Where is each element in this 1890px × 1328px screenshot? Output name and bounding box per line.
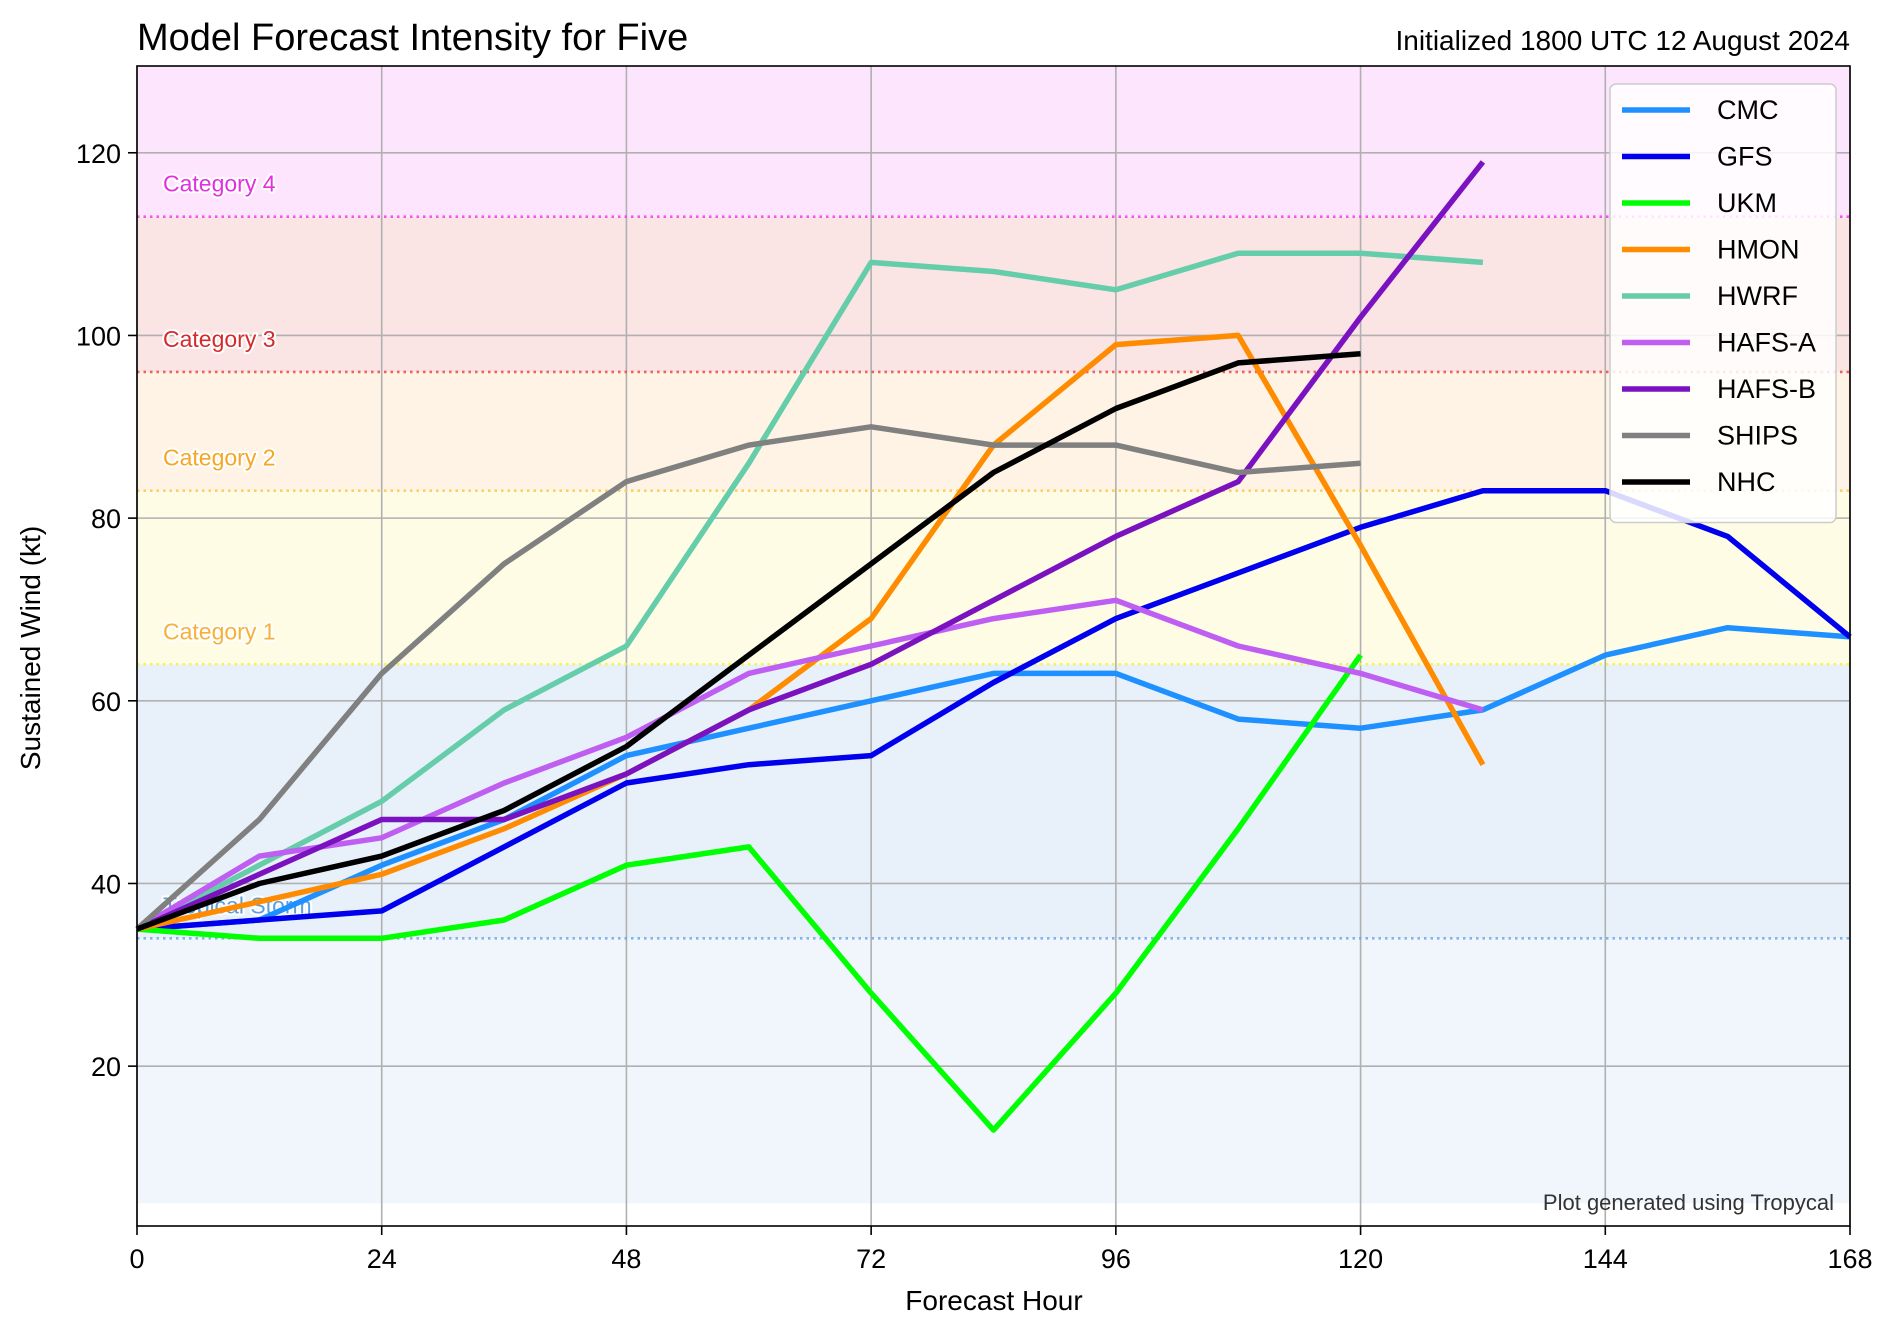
- x-axis-ticks: 0 24 48 72 96 120 144 168: [129, 1226, 1873, 1274]
- series-line-hafs-b: [135, 160, 1486, 932]
- legend-label-hafs-b: HAFS-B: [1717, 374, 1816, 404]
- series-line-nhc: [136, 350, 1361, 932]
- legend-box: [1609, 83, 1837, 524]
- band-category-3: [137, 216, 1850, 372]
- category-label-category-3: Category 3: [163, 326, 276, 352]
- series-line-ukm: [136, 653, 1363, 1133]
- y-tick-label: 20: [91, 1052, 121, 1082]
- credit-text: Plot generated using Tropycal: [1543, 1190, 1834, 1215]
- legend: CMC GFS UKM HMON HWRF HAFS-A HAFS-B SHIPS NHC: [1609, 83, 1837, 524]
- legend-label-ukm: UKM: [1717, 188, 1777, 218]
- x-tick-label: 120: [1338, 1244, 1383, 1274]
- legend-label-ships: SHIPS: [1717, 421, 1798, 451]
- x-tick-label: 168: [1827, 1244, 1872, 1274]
- plot-frame: [136, 65, 1851, 1227]
- category-label-category-1: Category 1: [163, 618, 276, 644]
- series-line-ships: [135, 424, 1361, 932]
- x-axis-label: Forecast Hour: [905, 1285, 1082, 1316]
- series-line-hwrf: [135, 250, 1484, 932]
- y-axis-label: Sustained Wind (kt): [15, 526, 46, 770]
- category-label-category-4: Category 4: [163, 171, 276, 197]
- band-category-4: [137, 66, 1850, 217]
- category-bands: [137, 66, 1850, 1204]
- chart-title: Model Forecast Intensity for Five: [137, 17, 688, 59]
- x-tick-label: 24: [367, 1244, 397, 1274]
- series-lines: [135, 160, 1852, 1133]
- series-line-hmon: [136, 332, 1486, 932]
- x-tick-label: 96: [1101, 1244, 1131, 1274]
- legend-label-nhc: NHC: [1717, 467, 1776, 497]
- band-below-tropical-storm: [137, 938, 1850, 1204]
- series-line-hafs-a: [135, 597, 1484, 932]
- series-line-cmc: [136, 624, 1851, 932]
- x-tick-label: 144: [1583, 1244, 1628, 1274]
- x-tick-label: 0: [129, 1244, 144, 1274]
- y-axis-ticks: 20 40 60 80 100 120: [76, 139, 137, 1082]
- x-tick-label: 48: [611, 1244, 641, 1274]
- y-tick-label: 60: [91, 687, 121, 717]
- band-tropical-storm: [137, 664, 1850, 939]
- band-category-1: [137, 490, 1850, 665]
- x-tick-label: 72: [856, 1244, 886, 1274]
- y-tick-label: 80: [91, 504, 121, 534]
- legend-label-gfs: GFS: [1717, 142, 1773, 172]
- legend-label-cmc: CMC: [1717, 95, 1779, 125]
- y-tick-label: 100: [76, 321, 121, 351]
- legend-label-hwrf: HWRF: [1717, 281, 1798, 311]
- series-line-gfs: [136, 487, 1852, 932]
- chart-subtitle: Initialized 1800 UTC 12 August 2024: [1395, 25, 1850, 56]
- y-tick-label: 40: [91, 869, 121, 899]
- legend-label-hmon: HMON: [1717, 235, 1800, 265]
- y-tick-label: 120: [76, 139, 121, 169]
- legend-label-hafs-a: HAFS-A: [1717, 328, 1816, 358]
- category-label-category-2: Category 2: [163, 445, 276, 471]
